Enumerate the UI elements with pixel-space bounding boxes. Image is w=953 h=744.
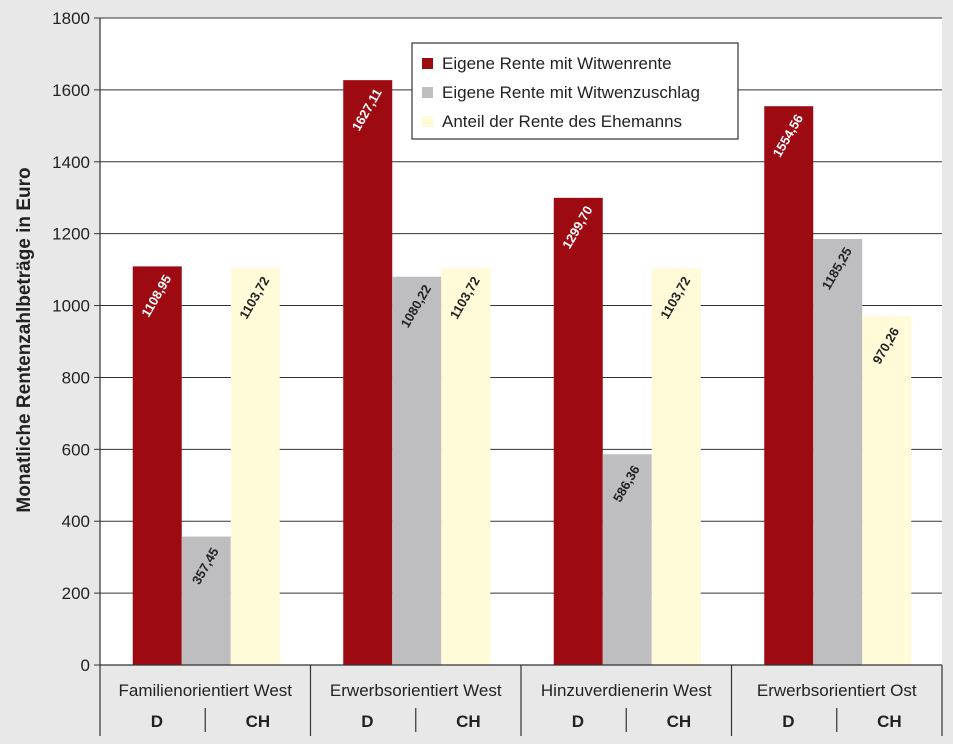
bar: [553, 197, 603, 665]
bar: [181, 536, 231, 665]
bar: [132, 266, 182, 665]
legend-label: Eigene Rente mit Witwenzuschlag: [442, 83, 700, 102]
country-label: D: [151, 712, 163, 731]
y-tick-label: 600: [62, 440, 90, 459]
x-category-label: Hinzuverdienerin West: [541, 681, 712, 700]
legend-box: [411, 42, 739, 140]
y-tick-label: 1000: [52, 297, 90, 316]
country-label: CH: [667, 712, 692, 731]
x-category-label: Erwerbsorientiert Ost: [757, 681, 917, 700]
bar: [392, 276, 442, 665]
country-label: D: [572, 712, 584, 731]
legend: Eigene Rente mit Witwenrente Eigene Rente…: [411, 42, 739, 140]
country-label: CH: [877, 712, 902, 731]
bar: [230, 268, 280, 665]
legend-swatch: [422, 87, 433, 98]
bar: [813, 238, 863, 665]
x-category-label: Familienorientiert West: [118, 681, 292, 700]
legend-swatch: [422, 58, 433, 69]
y-axis-title: Monatliche Rentenzahlbeträge in Euro: [14, 167, 35, 512]
bar: [441, 268, 491, 665]
x-category-label: Erwerbsorientiert West: [330, 681, 502, 700]
legend-swatch: [422, 116, 433, 127]
country-label: D: [361, 712, 373, 731]
bar: [651, 268, 701, 665]
country-label: CH: [456, 712, 481, 731]
y-tick-label: 1200: [52, 225, 90, 244]
y-tick-label: 1600: [52, 81, 90, 100]
y-tick-label: 0: [81, 656, 90, 675]
y-tick-label: 200: [62, 584, 90, 603]
y-tick-label: 1400: [52, 153, 90, 172]
y-tick-label: 1800: [52, 9, 90, 28]
bar: [764, 106, 814, 665]
y-tick-label: 800: [62, 368, 90, 387]
country-label: CH: [246, 712, 271, 731]
bar: [343, 80, 393, 665]
legend-label: Anteil der Rente des Ehemanns: [442, 112, 682, 131]
legend-label: Eigene Rente mit Witwenrente: [442, 54, 672, 73]
y-tick-label: 400: [62, 512, 90, 531]
bar: [602, 454, 652, 665]
bar: [862, 316, 912, 665]
country-label: D: [782, 712, 794, 731]
